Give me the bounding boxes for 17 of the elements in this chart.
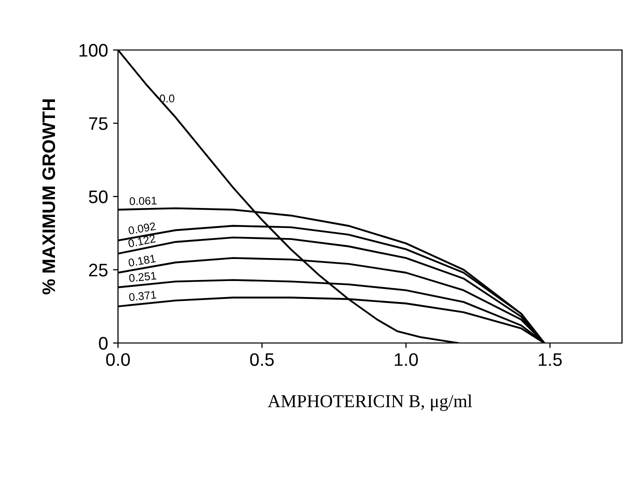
y-tick-label: 50 [88, 190, 108, 204]
y-axis-title: % MAXIMUM GROWTH [42, 99, 56, 294]
x-tick-label: 1.5 [538, 353, 562, 366]
text: 0.371 [128, 290, 156, 302]
text: 0.122 [128, 234, 156, 248]
x-tick-label: 0.5 [250, 353, 274, 366]
x-tick-label: 0.0 [106, 353, 130, 366]
x-tick-label: 1.0 [394, 353, 418, 366]
text: 0.092 [128, 222, 156, 235]
x-axis-title: AMPHOTERICIN B, μg/ml [268, 394, 472, 411]
y-tick-label: 0 [98, 336, 108, 350]
text: 0.181 [128, 254, 156, 267]
y-tick-label: 100 [80, 44, 108, 57]
y-tick-label: 75 [89, 117, 108, 130]
series-label: 0.061 [130, 196, 157, 206]
y-tick-label: 25 [89, 264, 108, 276]
text: 0.251 [128, 272, 156, 282]
